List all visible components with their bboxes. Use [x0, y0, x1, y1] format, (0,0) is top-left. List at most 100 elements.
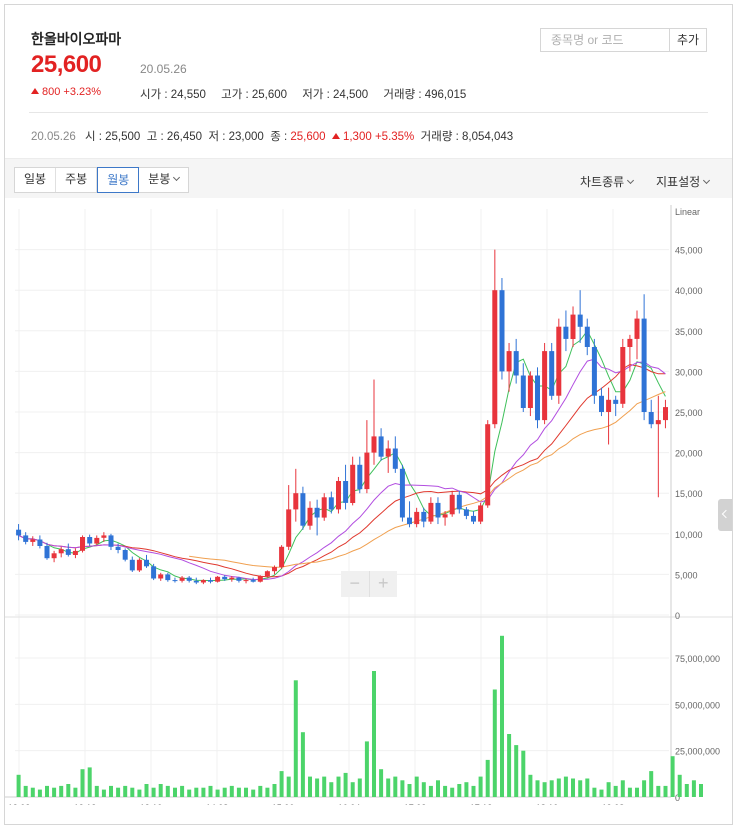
candle-body: [471, 515, 476, 522]
candle-body: [80, 537, 85, 551]
candle-body: [108, 535, 114, 547]
volume-tick-label: 0: [675, 793, 680, 803]
x-tick-label: 19.08: [602, 803, 625, 805]
zoom-in-button[interactable]: +: [377, 573, 389, 593]
chart-type-dropdown[interactable]: 차트종류: [580, 173, 635, 190]
volume-bar: [130, 787, 135, 797]
candle-body: [165, 574, 171, 581]
volume-bar: [699, 784, 703, 797]
candle-body: [350, 464, 356, 503]
volume-bar: [386, 778, 391, 797]
candle-body: [449, 494, 455, 515]
candle-body: [378, 436, 384, 457]
candle-body: [456, 494, 462, 510]
candle-body: [321, 497, 327, 518]
candle-body: [343, 481, 349, 503]
volume-bar: [656, 785, 661, 797]
candle-body: [229, 577, 235, 580]
candle-body: [122, 550, 128, 560]
summary-low: 23,000: [228, 131, 264, 143]
chevron-down-icon: [173, 173, 181, 182]
chevron-down-icon: [627, 176, 635, 185]
volume-bar: [265, 787, 270, 797]
candle-body: [250, 580, 256, 582]
tab-monthly[interactable]: 월봉: [97, 167, 140, 193]
candle-body: [222, 576, 228, 580]
volume-bar: [642, 780, 647, 797]
volume-bar: [443, 785, 448, 797]
volume-bar: [151, 787, 156, 797]
zoom-out-button[interactable]: −: [341, 571, 370, 597]
volume-bar: [436, 780, 440, 797]
summary-change: 1,300 +5.35%: [331, 131, 415, 143]
tab-minute[interactable]: 분봉: [139, 168, 188, 192]
quote-date: 20.05.26: [140, 62, 187, 76]
volume-bar: [542, 782, 547, 797]
candle-body: [65, 549, 71, 555]
stock-search-input[interactable]: [540, 28, 670, 52]
candle-body: [641, 318, 647, 412]
candle-body: [648, 412, 654, 425]
candle-body: [58, 549, 64, 554]
summary-change-percent: +5.35%: [374, 131, 415, 143]
candle-body: [94, 537, 100, 544]
candle-body: [620, 347, 626, 404]
candle-body: [151, 566, 157, 579]
volume-bar: [450, 787, 455, 797]
tab-weekly[interactable]: 주봉: [56, 168, 98, 192]
candle-body: [115, 546, 121, 550]
volume-bar: [201, 787, 206, 797]
price-tick-label: 25,000: [675, 408, 703, 418]
price-tick-label: 15,000: [675, 489, 703, 499]
volume-bar: [663, 785, 668, 797]
indicator-settings-dropdown[interactable]: 지표설정: [656, 173, 711, 190]
volume-bar: [599, 789, 604, 797]
volume-bar: [59, 785, 64, 797]
volume-bar: [471, 785, 476, 797]
candle-body: [371, 436, 377, 453]
volume-bar: [357, 778, 362, 797]
candle-body: [144, 559, 149, 567]
volume-bar: [208, 785, 213, 797]
volume-bar: [336, 776, 341, 797]
volume-bar: [379, 769, 384, 797]
volume-bar: [571, 778, 575, 797]
candle-body: [506, 351, 512, 372]
candle-body: [527, 375, 533, 408]
stock-chart-widget: 한올바이오파마 25,600 20.05.26 800 +3.23% 시가 : …: [4, 4, 733, 825]
candle-body: [513, 351, 519, 376]
candle-body: [23, 535, 29, 542]
current-price: 25,600: [31, 51, 102, 78]
volume-bar: [372, 671, 376, 797]
ma-line-ma120: [189, 391, 666, 568]
zoom-controls: − +: [341, 571, 397, 597]
candle-body: [663, 407, 668, 421]
volume-bar: [457, 784, 462, 797]
volume-bar: [101, 789, 106, 797]
candle-body: [364, 452, 370, 490]
tab-daily[interactable]: 일봉: [15, 168, 57, 192]
candle-body: [570, 314, 576, 339]
high-label: 고가 :: [221, 89, 252, 101]
stock-name: 한올바이오파마: [31, 31, 122, 47]
candle-body: [307, 507, 313, 526]
ma-line-ma20: [18, 363, 666, 578]
volume-bar: [563, 776, 568, 797]
side-panel-toggle[interactable]: [718, 499, 732, 531]
add-button[interactable]: 추가: [670, 28, 707, 52]
volume-bar: [428, 785, 433, 797]
volume-bar: [322, 776, 327, 797]
volume-bar: [272, 784, 277, 797]
candle-body: [293, 493, 299, 510]
candle-body: [428, 502, 434, 522]
summary-volume-label: 거래량 :: [420, 131, 462, 143]
x-tick-label: 12.12: [74, 803, 97, 805]
candlestick-chart[interactable]: Linear 0 5,000 10,000 15,000 20,000 25,000 30,0…: [5, 201, 732, 805]
chevron-down-icon: [703, 176, 711, 185]
price-tick-label: 20,000: [675, 449, 703, 459]
low-label: 저가 :: [302, 89, 334, 101]
x-tick-label: 18.10: [536, 803, 559, 805]
price-tick-label: 35,000: [675, 327, 703, 337]
volume-bar: [23, 785, 28, 797]
summary-volume: 8,054,043: [462, 131, 514, 143]
